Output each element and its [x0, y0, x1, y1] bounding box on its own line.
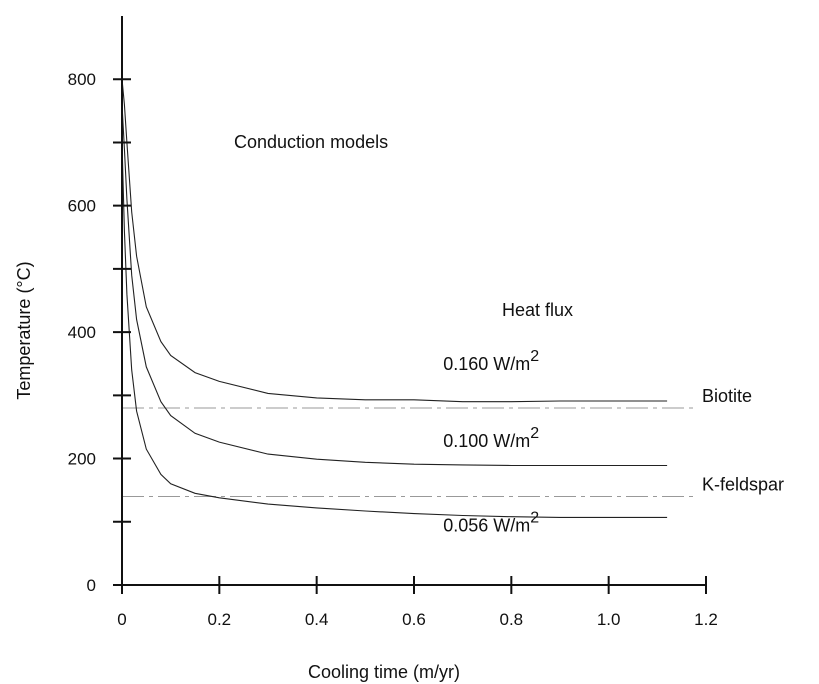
heat-flux-curves: 0.160 W/m2 0.100 W/m2 0.056 W/m2: [121, 79, 668, 535]
chart-labels: Cooling time (m/yr) Temperature (°C) Con…: [14, 132, 573, 682]
series-line: [121, 142, 668, 518]
x-tick-label: 0.4: [305, 610, 329, 629]
y-tick-label: 600: [68, 197, 96, 216]
x-axis-ticks: 0 0.2 0.4 0.6 0.8 1.0 1.2: [117, 576, 718, 629]
series-label: 0.160 W/m2: [443, 348, 539, 374]
x-tick-label: 0.2: [208, 610, 232, 629]
heat-flux-label: Heat flux: [502, 300, 573, 320]
axes: [121, 16, 706, 586]
x-tick-label: 0.6: [402, 610, 426, 629]
x-tick-label: 1.2: [694, 610, 718, 629]
reference-line-label: Biotite: [702, 386, 752, 406]
x-tick-label: 0.8: [500, 610, 524, 629]
conduction-models-label: Conduction models: [234, 132, 388, 152]
y-tick-label: 0: [87, 576, 96, 595]
x-tick-label: 1.0: [597, 610, 621, 629]
x-tick-label: 0: [117, 610, 126, 629]
reference-lines: Biotite K-feldspar: [122, 386, 784, 497]
y-axis-title: Temperature (°C): [14, 261, 34, 399]
y-tick-label: 800: [68, 70, 96, 89]
series-label: 0.056 W/m2: [443, 509, 539, 535]
y-axis-ticks: 0 200 400 600 800: [68, 70, 131, 595]
series-line: [121, 104, 668, 467]
y-tick-label: 200: [68, 450, 96, 469]
reference-line-label: K-feldspar: [702, 474, 784, 494]
series-line: [121, 79, 668, 403]
series-label: 0.100 W/m2: [443, 425, 539, 451]
y-tick-label: 400: [68, 323, 96, 342]
x-axis-title: Cooling time (m/yr): [308, 662, 460, 682]
